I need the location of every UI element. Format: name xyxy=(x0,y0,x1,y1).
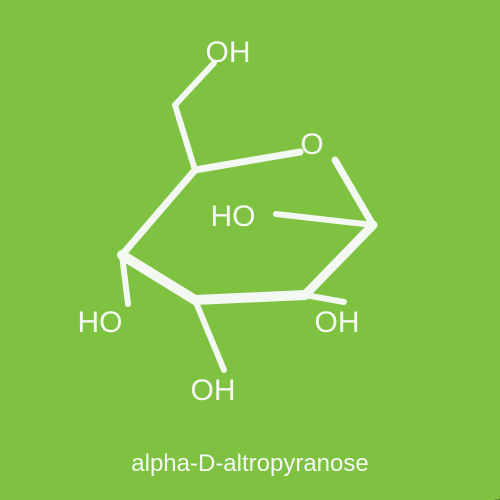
atom-label-ho_mid: HO xyxy=(211,200,256,233)
atom-label-oh_right: OH xyxy=(315,306,360,339)
bond-line xyxy=(195,295,305,300)
atom-label-o_ring: O xyxy=(300,128,323,161)
atom-label-oh_bottom: OH xyxy=(191,374,236,407)
molecule-svg: OH O HO OH HO OH xyxy=(0,0,500,500)
molecule-diagram: OHOHOOHHOOH alpha-D-altropyranose 205193… xyxy=(0,0,500,500)
atom-label-oh_top: OH xyxy=(206,36,251,69)
atom-label-ho_left: HO xyxy=(78,306,123,339)
molecule-caption: alpha-D-altropyranose xyxy=(0,450,500,478)
